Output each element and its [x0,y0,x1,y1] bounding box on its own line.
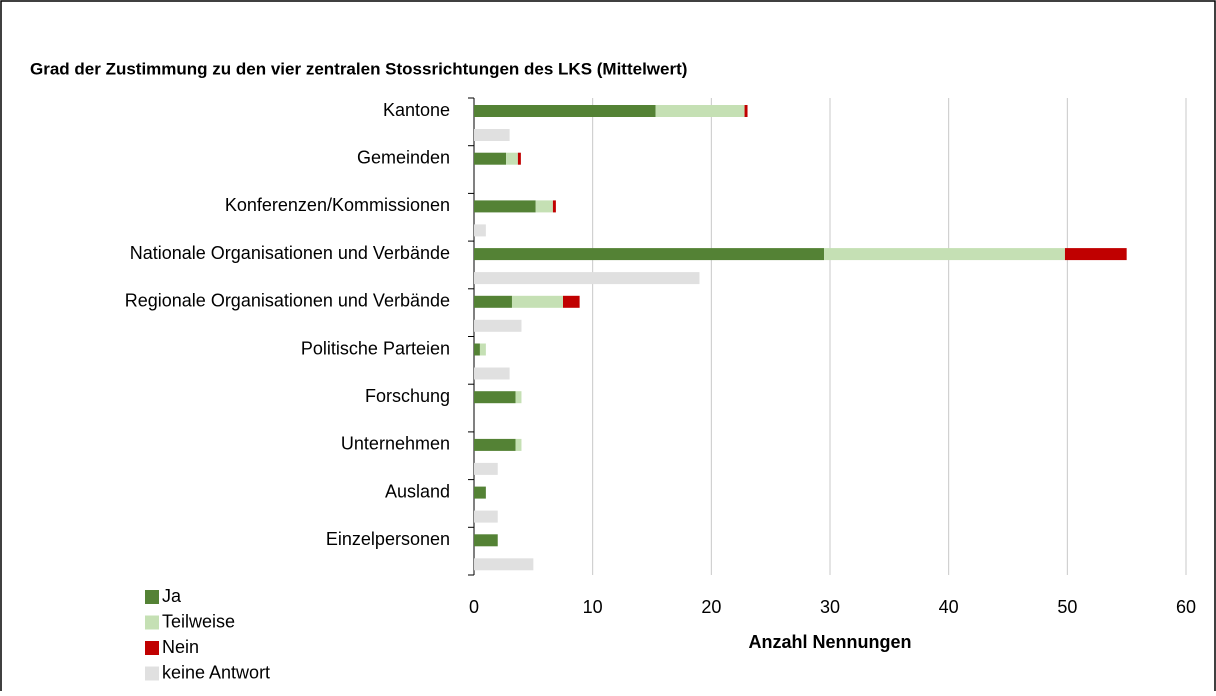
bar [474,510,498,523]
bar-segment [474,105,656,117]
legend-swatch [145,666,159,681]
y-tick-label: Politische Parteien [301,338,450,358]
bar-segment [744,105,748,117]
bar [474,319,522,332]
x-tick-label: 60 [1176,597,1196,617]
x-tick-label: 0 [469,597,479,617]
y-tick-label: Forschung [365,386,450,406]
bar [474,367,510,380]
bar [474,558,534,571]
legend-label: Ja [162,586,182,606]
bar-segment [474,486,486,499]
bar-segment [474,248,825,261]
y-tick-label: Einzelpersonen [326,529,450,549]
legend-label: Teilweise [162,611,235,631]
legend-label: Nein [162,637,199,657]
bar-segment [515,438,522,451]
x-tick-label: 30 [820,597,840,617]
legend-swatch [145,590,159,604]
bar [474,272,700,285]
legend-swatch [145,641,159,655]
bar [474,129,510,141]
bar-segment [506,152,518,165]
bar-segment [517,152,521,165]
y-tick-label: Gemeinden [357,147,450,167]
bar-segment [479,343,486,356]
y-tick-label: Unternehmen [341,434,450,454]
bar-segment [563,295,580,308]
y-tick-label: Nationale Organisationen und Verbände [130,243,450,263]
x-tick-label: 20 [701,597,721,617]
bar-segment [474,534,498,547]
bar-segment [1064,248,1127,261]
bar-segment [535,200,553,213]
bar-segment [824,248,1065,261]
bar-segment [474,295,512,308]
x-axis-label: Anzahl Nennungen [749,632,912,652]
bar-segment [474,391,516,404]
legend-swatch [145,615,159,630]
x-tick-label: 10 [583,597,603,617]
y-tick-label: Ausland [385,481,450,501]
x-tick-label: 40 [939,597,959,617]
chart-title: Grad der Zustimmung zu den vier zentrale… [30,59,687,78]
bar-segment [474,438,516,451]
bar-segment [511,295,563,308]
bar [474,462,498,475]
bar-segment [474,343,480,356]
bar-segment [655,105,745,117]
bar-segment [474,200,536,213]
x-tick-label: 50 [1057,597,1077,617]
bar-segment [515,391,522,404]
bar-segment [552,200,556,213]
bar [474,224,486,237]
bar-segment [474,152,507,165]
y-tick-label: Kantone [383,100,450,120]
y-tick-label: Regionale Organisationen und Verbände [125,291,450,311]
y-tick-label: Konferenzen/Kommissionen [225,195,450,215]
legend-label: keine Antwort [162,662,270,682]
